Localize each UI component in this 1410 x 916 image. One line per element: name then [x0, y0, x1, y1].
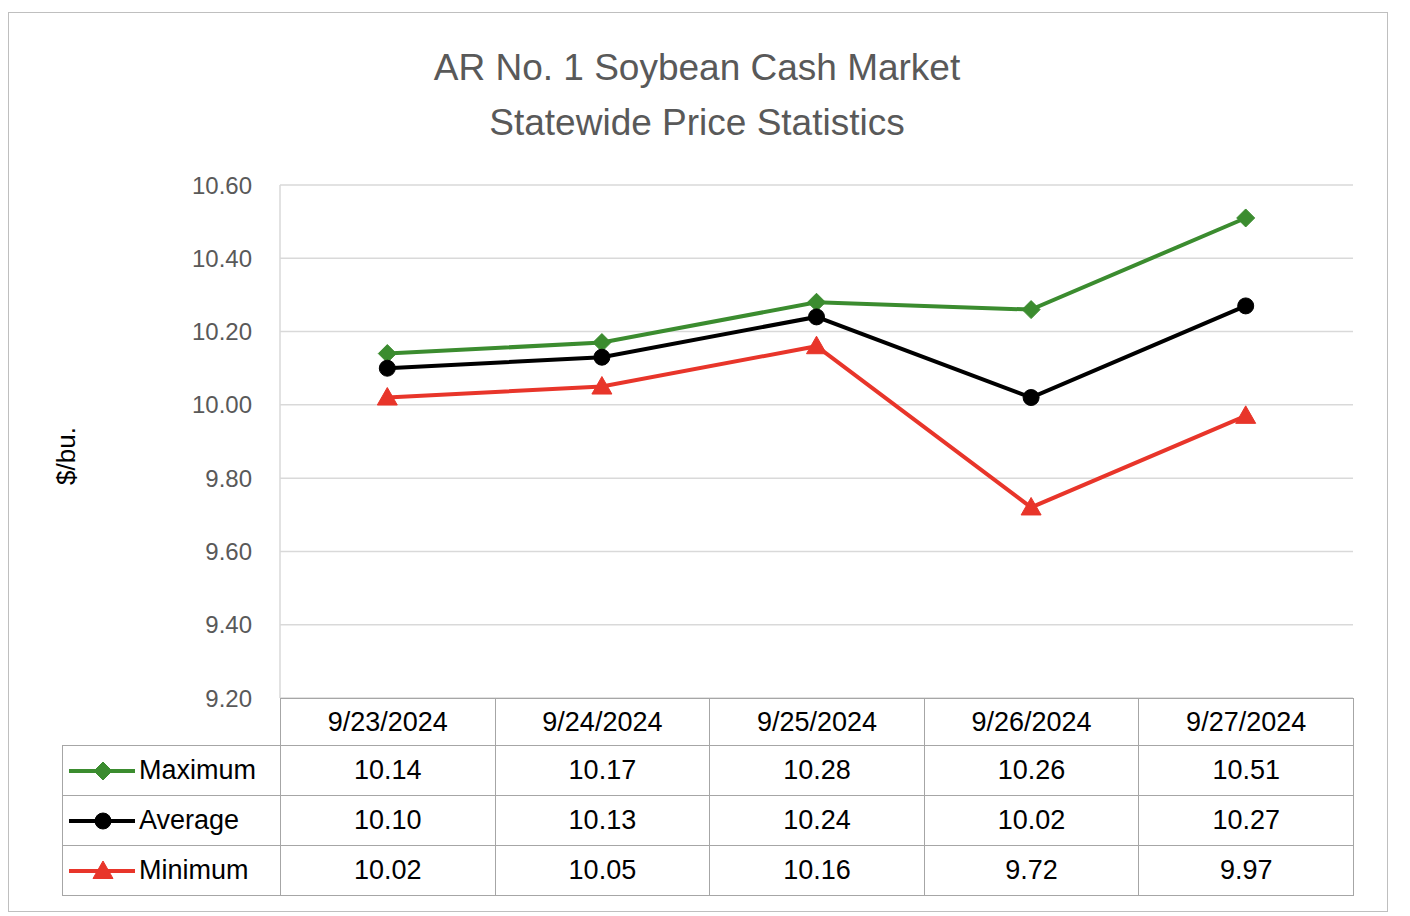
html-text:9/23/2024: 9/23/2024 — [327, 706, 448, 737]
html-text:10.17: 10.17 — [568, 755, 637, 785]
html-text:10.26: 10.26 — [997, 755, 1066, 785]
html-text:10.02: 10.02 — [354, 855, 422, 885]
svg-text:10.00: 10.00 — [192, 391, 252, 418]
svg-text:10.40: 10.40 — [192, 245, 252, 272]
html-text:10.05: 10.05 — [568, 855, 637, 885]
html-text:10.51: 10.51 — [1212, 755, 1280, 785]
html-text:10.27: 10.27 — [1212, 805, 1280, 835]
html-text:10.13: 10.13 — [568, 805, 637, 835]
html-text:9/26/2024: 9/26/2024 — [971, 706, 1092, 737]
svg-text:9.80: 9.80 — [205, 465, 252, 492]
html-text:9.97: 9.97 — [1219, 855, 1273, 885]
html-text:10.16: 10.16 — [783, 855, 851, 885]
html-text:10.28: 10.28 — [783, 755, 851, 785]
html-text:9.72: 9.72 — [1005, 855, 1058, 885]
svg-text:9.40: 9.40 — [205, 611, 252, 638]
svg-text:10.60: 10.60 — [192, 172, 252, 199]
svg-text:9.60: 9.60 — [205, 538, 252, 565]
html-text:Average: Average — [139, 805, 240, 835]
html-text:10.10: 10.10 — [354, 805, 422, 835]
html-text:9/25/2024: 9/25/2024 — [756, 706, 877, 737]
html-text:$/bu.: $/bu. — [50, 427, 81, 485]
html-text:10.02: 10.02 — [997, 805, 1066, 835]
html-text:AR No. 1 Soybean Cash Market: AR No. 1 Soybean Cash Market — [433, 47, 961, 88]
html-text:Maximum: Maximum — [139, 755, 256, 785]
html-text:10.24: 10.24 — [783, 805, 851, 835]
svg-text:9.20: 9.20 — [205, 684, 252, 712]
html-text:9/27/2024: 9/27/2024 — [1186, 706, 1307, 737]
svg-text:10.20: 10.20 — [192, 318, 252, 345]
html-text:Minimum: Minimum — [139, 855, 249, 885]
html-text:Statewide Price Statistics: Statewide Price Statistics — [489, 102, 905, 143]
html-text:9/24/2024: 9/24/2024 — [542, 706, 663, 737]
html-text:10.14: 10.14 — [354, 755, 422, 785]
